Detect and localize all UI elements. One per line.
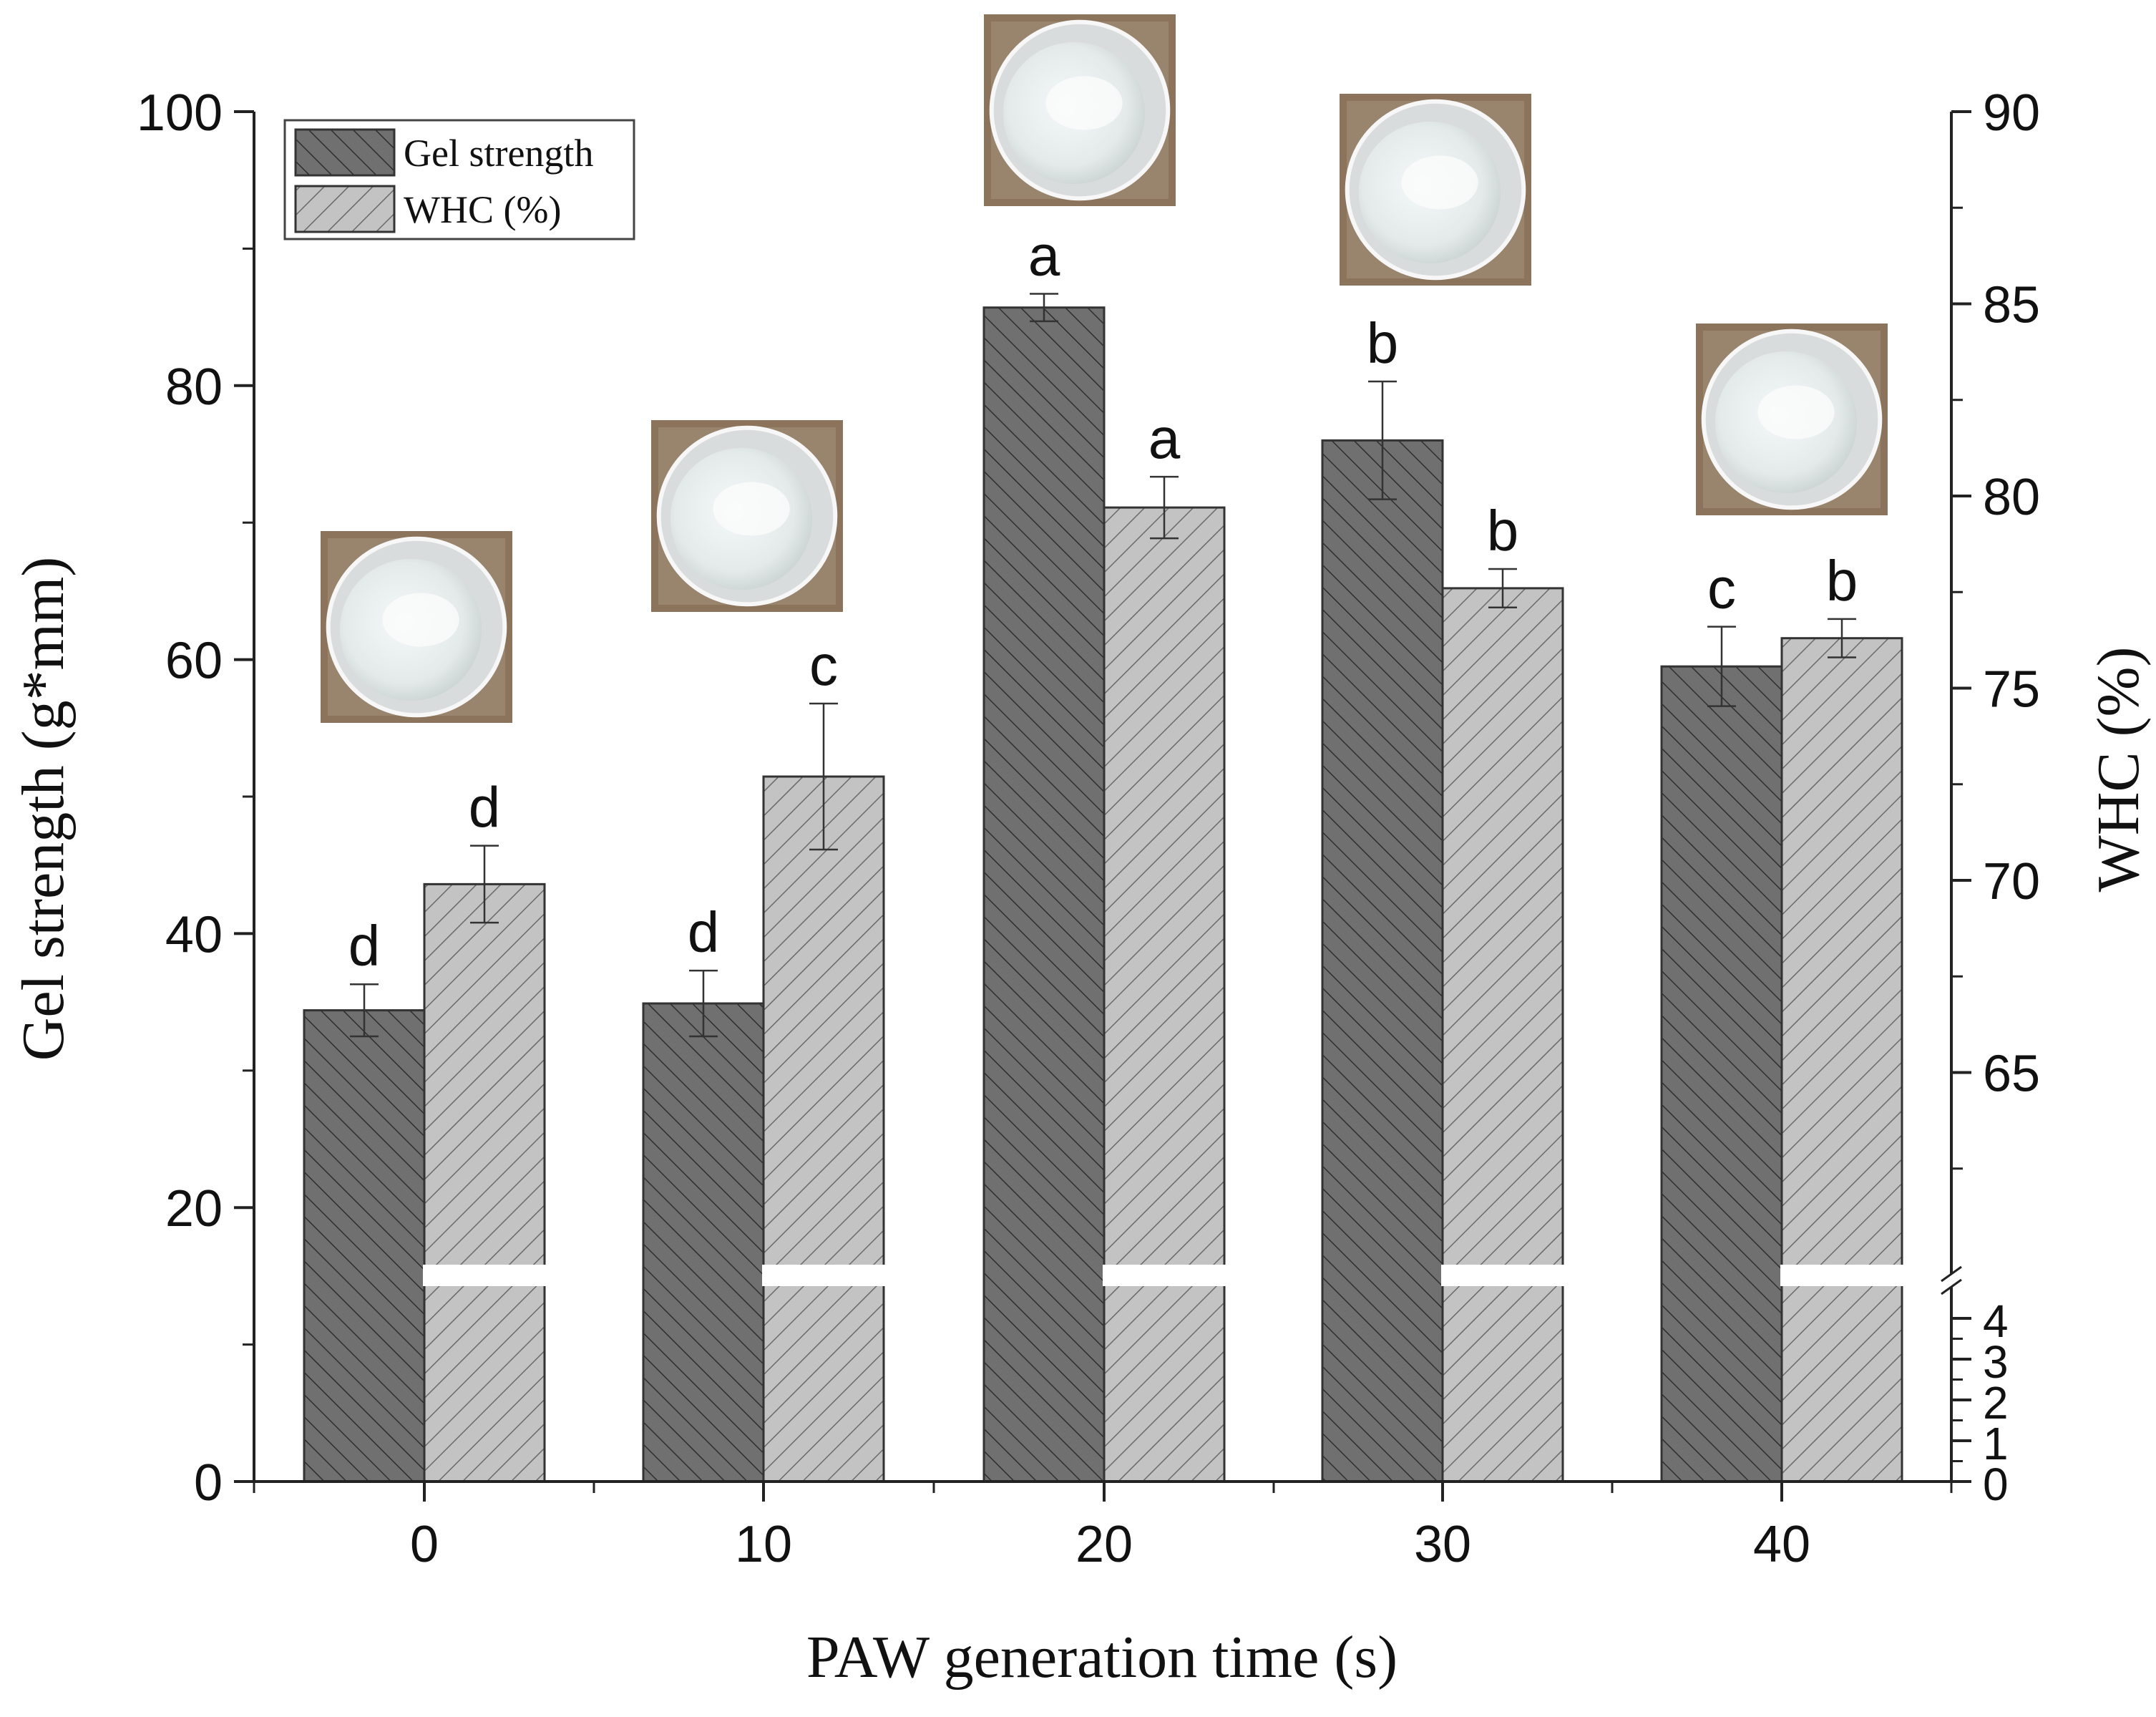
label-whc-40: b: [1826, 549, 1858, 613]
error-bar-gel-40: [1707, 626, 1736, 707]
bar-gel-strength-0: [303, 1009, 426, 1483]
sample-photo-10: [651, 420, 843, 612]
bar-break-gap-0: [423, 1265, 546, 1286]
error-bar-gel-0: [350, 983, 379, 1038]
y-left-tick-label-0: 0: [194, 1454, 223, 1512]
bars: [303, 306, 1903, 1483]
y-left-tick-label-40: 40: [165, 906, 223, 963]
y-right-tick-label-85: 85: [1983, 277, 2040, 334]
error-bar-gel-30: [1368, 380, 1397, 500]
bar-gel-strength-40: [1660, 665, 1783, 1483]
y-left-tick-label-100: 100: [137, 84, 223, 142]
error-bar-whc-10: [809, 702, 838, 851]
bar-whc-40: [1780, 637, 1903, 1483]
y-right-tick-label-70: 70: [1983, 853, 2040, 910]
y-right-tick-label-75: 75: [1983, 661, 2040, 719]
y-right-axis-title: WHC (%): [2085, 647, 2152, 892]
x-axis-title: PAW generation time (s): [806, 1624, 1398, 1691]
legend-swatch-whc: [294, 185, 396, 233]
x-tick-label-40: 40: [1753, 1516, 1810, 1573]
bar-whc-30: [1441, 587, 1564, 1483]
y-right-lower-tick-label-3: 3: [1983, 1336, 2009, 1388]
error-bar-whc-0: [470, 845, 499, 924]
sample-photos: [321, 14, 1888, 723]
y-left-tick-label-60: 60: [165, 633, 223, 690]
significance-labels: d d a b c d c a b b: [348, 224, 1858, 978]
label-gel-30: b: [1367, 311, 1399, 375]
label-whc-0: d: [469, 776, 501, 840]
label-whc-20: a: [1148, 407, 1181, 470]
bar-break-gap-10: [762, 1265, 885, 1286]
y-right-lower-tick-label-0: 0: [1983, 1459, 2009, 1510]
y-left-tick-label-20: 20: [165, 1180, 223, 1237]
x-tick-label-30: 30: [1414, 1516, 1471, 1573]
bar-gel-strength-20: [982, 306, 1106, 1483]
label-whc-10: c: [809, 633, 838, 697]
axis-break-mark-2: [1941, 1278, 1962, 1295]
bar-whc-20: [1103, 506, 1226, 1483]
bar-gel-strength-30: [1321, 439, 1444, 1483]
axis-break-mark-1: [1941, 1265, 1962, 1283]
legend-label-gel-strength: Gel strength: [404, 132, 593, 175]
label-gel-40: c: [1707, 557, 1736, 621]
y-right-lower-tick-label-2: 2: [1983, 1377, 2009, 1429]
bar-break-gap-40: [1780, 1265, 1903, 1286]
bar-break-gap-30: [1441, 1265, 1564, 1286]
bar-whc-0: [423, 882, 546, 1483]
x-tick-label-10: 10: [735, 1516, 792, 1573]
legend-swatch-gel-strength: [294, 128, 396, 177]
y-right-tick-label-65: 65: [1983, 1046, 2040, 1103]
x-tick-label-0: 0: [410, 1516, 439, 1573]
legend: Gel strength WHC (%): [283, 119, 635, 240]
sample-photo-0: [321, 531, 512, 723]
y-right-tick-label-80: 80: [1983, 469, 2040, 526]
error-bar-gel-10: [689, 969, 718, 1038]
error-bars: [350, 293, 1856, 1038]
dish-highlight: [1401, 155, 1478, 210]
sample-photo-30: [1340, 94, 1531, 286]
sample-photo-40: [1696, 324, 1888, 515]
y-left-tick-label-80: 80: [165, 359, 223, 416]
label-gel-0: d: [348, 914, 381, 978]
bar-break-gap-20: [1103, 1265, 1226, 1286]
bar-whc-10: [762, 775, 885, 1483]
dish-highlight: [1045, 76, 1123, 130]
bar-gel-strength-10: [642, 1002, 765, 1483]
error-bar-whc-20: [1150, 475, 1179, 540]
dish-highlight: [1757, 385, 1835, 439]
y-left-axis-title: Gel strength (g*mm): [10, 557, 77, 1061]
x-tick-label-20: 20: [1075, 1516, 1133, 1573]
label-gel-20: a: [1028, 224, 1060, 288]
dish-highlight: [713, 482, 790, 536]
dish-highlight: [382, 593, 459, 647]
y-right-tick-label-90: 90: [1983, 84, 2040, 142]
label-whc-30: b: [1487, 499, 1519, 563]
y-right-lower-tick-label-4: 4: [1983, 1295, 2009, 1347]
error-bar-whc-40: [1828, 618, 1856, 658]
label-gel-10: d: [688, 900, 720, 964]
legend-label-whc: WHC (%): [404, 188, 561, 231]
error-bar-gel-20: [1030, 293, 1058, 323]
error-bar-whc-30: [1488, 568, 1517, 608]
y-right-lower-tick-label-1: 1: [1983, 1418, 2009, 1469]
sample-photo-20: [984, 14, 1176, 206]
